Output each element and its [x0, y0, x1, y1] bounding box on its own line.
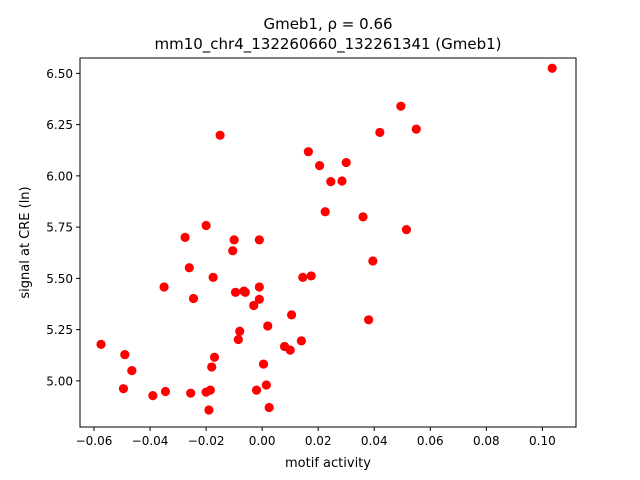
- y-tick-label: 6.50: [46, 67, 73, 81]
- data-point: [326, 177, 336, 187]
- x-tick-label: 0.00: [249, 434, 276, 448]
- data-point: [118, 384, 129, 394]
- data-point: [120, 350, 130, 360]
- chart-title-line2: mm10_chr4_132260660_132261341 (Gmeb1): [154, 35, 501, 54]
- data-point: [148, 391, 158, 401]
- y-tick-label: 5.25: [46, 323, 73, 337]
- y-tick-label: 5.75: [46, 221, 73, 235]
- x-tick-label: 0.08: [473, 434, 500, 448]
- data-point: [286, 310, 297, 320]
- x-tick-label: 0.02: [305, 434, 332, 448]
- x-tick-label: 0.06: [417, 434, 444, 448]
- data-points: [96, 63, 557, 415]
- data-point: [411, 124, 421, 134]
- x-axis-label: motif activity: [285, 456, 371, 471]
- y-axis-ticks: 5.00 5.25 5.50 5.75 6.00 6.25 6.50: [46, 67, 80, 388]
- data-point: [264, 402, 274, 413]
- data-point: [186, 388, 196, 398]
- data-point: [230, 287, 241, 297]
- data-point: [298, 272, 308, 282]
- data-point: [303, 147, 313, 157]
- data-point: [184, 263, 194, 273]
- data-point: [337, 176, 347, 186]
- x-tick-label: −0.02: [188, 434, 225, 448]
- data-point: [314, 161, 325, 171]
- data-point: [180, 232, 190, 242]
- data-point: [261, 380, 271, 390]
- data-point: [229, 235, 239, 245]
- data-point: [358, 212, 368, 222]
- data-point: [254, 235, 264, 245]
- y-axis-label: signal at CRE (ln): [18, 186, 33, 298]
- data-point: [341, 157, 351, 168]
- data-point: [201, 220, 211, 231]
- data-point: [235, 326, 245, 336]
- data-point: [127, 366, 137, 376]
- y-tick-label: 6.00: [46, 169, 73, 183]
- data-point: [258, 359, 269, 369]
- data-point: [208, 272, 218, 282]
- data-point: [228, 246, 238, 256]
- data-point: [396, 101, 406, 111]
- data-point: [159, 282, 169, 292]
- data-point: [215, 130, 225, 140]
- data-point: [364, 315, 374, 325]
- data-point: [254, 294, 264, 304]
- data-point: [368, 256, 378, 266]
- x-tick-label: 0.10: [529, 434, 556, 448]
- data-point: [263, 321, 273, 331]
- x-axis-ticks: −0.06 −0.04 −0.02 0.00 0.02 0.04 0.06 0.08 0.10: [76, 427, 556, 448]
- data-point: [547, 63, 557, 73]
- data-point: [254, 282, 264, 292]
- data-point: [96, 339, 106, 349]
- data-point: [401, 224, 412, 235]
- data-point: [188, 293, 199, 304]
- data-point: [201, 387, 211, 397]
- x-tick-label: −0.06: [76, 434, 113, 448]
- data-point: [209, 352, 220, 362]
- data-point: [296, 336, 306, 346]
- data-point: [320, 207, 330, 217]
- data-point: [249, 300, 259, 311]
- y-tick-label: 5.50: [46, 272, 73, 286]
- data-point: [285, 345, 295, 355]
- y-tick-label: 5.00: [46, 374, 73, 388]
- data-point: [375, 127, 385, 138]
- plot-area-frame: [79, 57, 577, 428]
- x-tick-label: −0.04: [132, 434, 169, 448]
- y-tick-label: 6.25: [46, 118, 73, 132]
- data-point: [160, 386, 171, 397]
- data-point: [251, 385, 262, 395]
- data-point: [306, 271, 316, 281]
- data-point: [207, 362, 217, 372]
- x-tick-label: 0.04: [361, 434, 388, 448]
- data-point: [233, 334, 243, 345]
- data-point: [240, 287, 250, 297]
- chart-title-line1: Gmeb1, ρ = 0.66: [263, 15, 392, 33]
- data-point: [204, 405, 214, 415]
